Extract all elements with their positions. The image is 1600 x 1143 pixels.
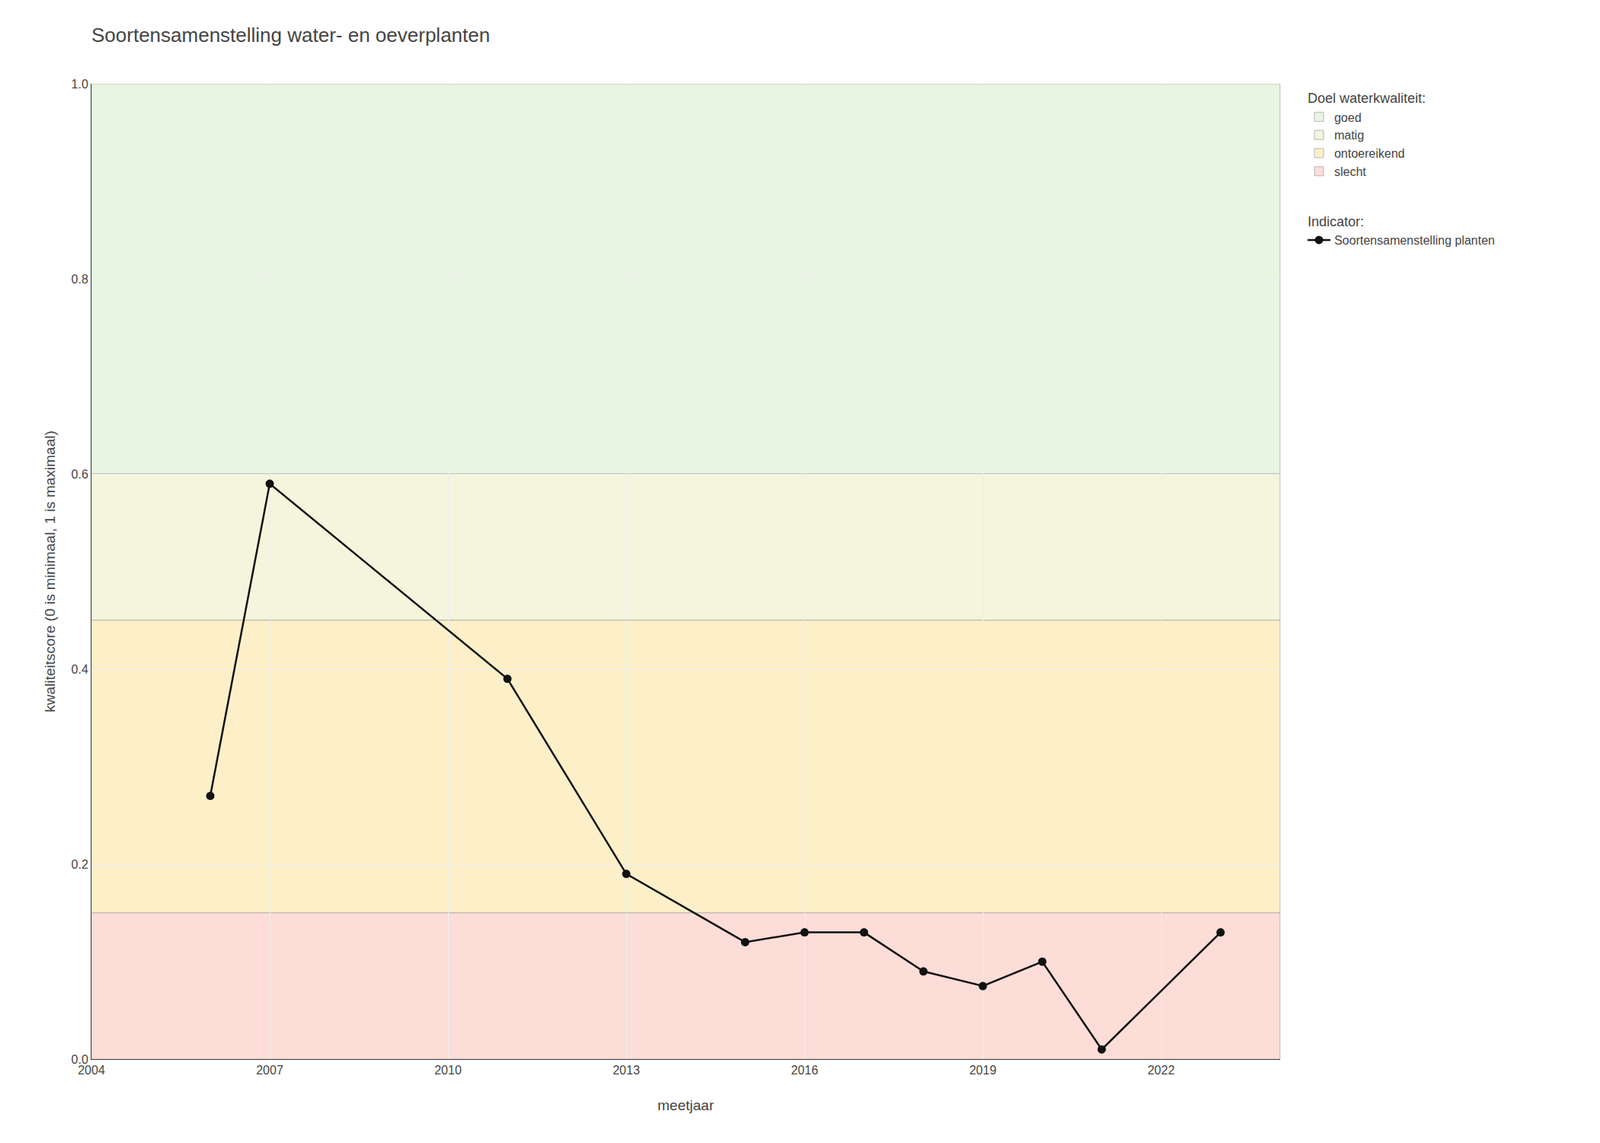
svg-text:kwaliteitscore (0 is minimaal,: kwaliteitscore (0 is minimaal, 1 is maxi…	[41, 430, 58, 713]
svg-text:0.4: 0.4	[71, 662, 89, 676]
svg-text:2004: 2004	[77, 1063, 106, 1077]
svg-text:Soortensamenstelling water- en: Soortensamenstelling water- en oeverplan…	[91, 23, 490, 47]
svg-text:2019: 2019	[969, 1063, 997, 1077]
svg-text:2010: 2010	[434, 1063, 462, 1077]
svg-text:0.8: 0.8	[71, 272, 89, 286]
svg-text:goed: goed	[1334, 111, 1362, 125]
svg-text:0.6: 0.6	[71, 467, 89, 481]
svg-text:Indicator:: Indicator:	[1307, 214, 1364, 230]
svg-text:2016: 2016	[790, 1063, 819, 1077]
svg-text:slecht: slecht	[1334, 165, 1367, 179]
svg-text:ontoereikend: ontoereikend	[1334, 147, 1405, 160]
svg-text:Soortensamenstelling planten: Soortensamenstelling planten	[1334, 233, 1495, 247]
svg-text:meetjaar: meetjaar	[657, 1097, 715, 1114]
svg-text:2022: 2022	[1147, 1063, 1175, 1077]
svg-text:matig: matig	[1334, 128, 1364, 142]
svg-text:0.0: 0.0	[71, 1052, 89, 1066]
svg-text:0.2: 0.2	[71, 857, 89, 871]
svg-text:2007: 2007	[256, 1063, 284, 1077]
svg-text:1.0: 1.0	[71, 77, 89, 91]
svg-text:Doel waterkwaliteit:: Doel waterkwaliteit:	[1307, 90, 1426, 106]
svg-text:2013: 2013	[612, 1063, 640, 1077]
